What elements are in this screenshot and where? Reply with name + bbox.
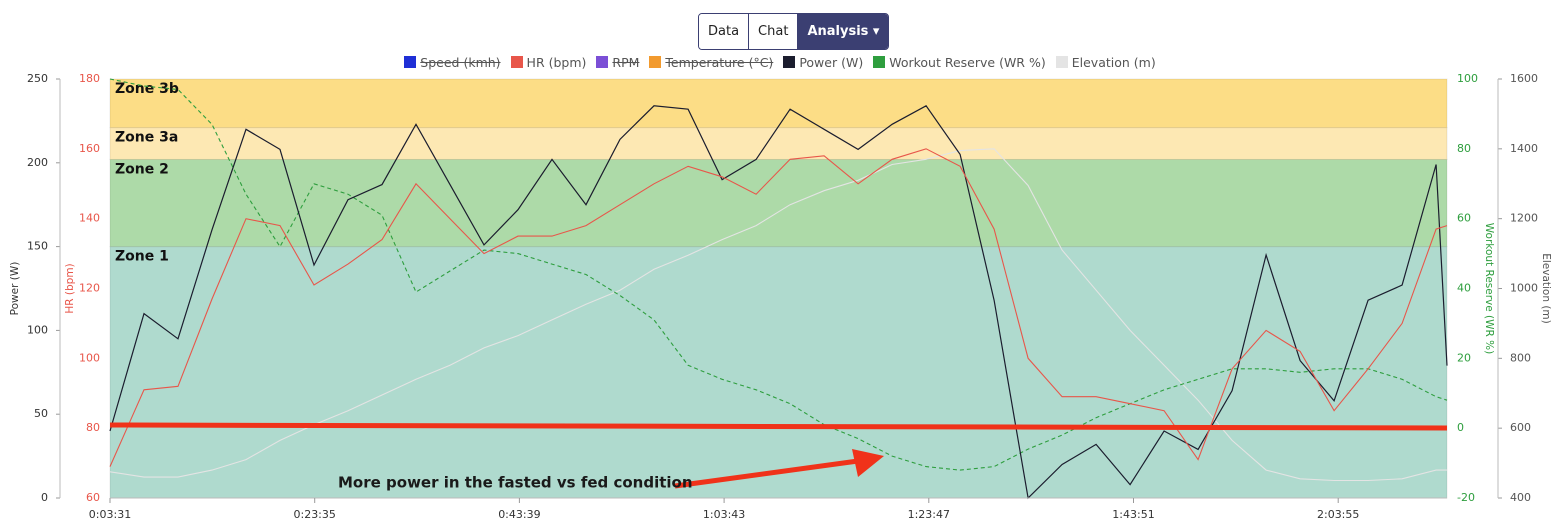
tick-label: 160 bbox=[79, 142, 100, 155]
zone-band bbox=[109, 246, 1448, 499]
zone-band bbox=[109, 78, 1448, 129]
tick-label: 20 bbox=[1457, 351, 1471, 364]
legend-label: RPM bbox=[612, 54, 640, 70]
tick-label: 1600 bbox=[1510, 72, 1538, 85]
tick-label: 400 bbox=[1510, 491, 1531, 504]
legend-swatch bbox=[873, 56, 886, 68]
legend-label: HR (bpm) bbox=[526, 54, 587, 70]
legend-item[interactable]: Workout Reserve (WR %) bbox=[873, 53, 1046, 71]
tick-label: 60 bbox=[86, 491, 100, 504]
tick-label: 150 bbox=[27, 240, 48, 253]
x-tick-label: 0:23:35 bbox=[293, 508, 335, 521]
legend: Speed (kmh) HR (bpm) RPM Temperature (°C) Po… bbox=[0, 53, 1560, 71]
tick-label: 200 bbox=[27, 156, 48, 169]
legend-swatch bbox=[1055, 56, 1068, 68]
x-tick-label: 1:03:43 bbox=[703, 508, 745, 521]
tick-label: -20 bbox=[1457, 491, 1475, 504]
analysis-button[interactable]: Analysis ▾ bbox=[798, 14, 889, 49]
arrow-head bbox=[852, 449, 884, 477]
legend-item[interactable]: Speed (kmh) bbox=[404, 53, 501, 71]
annotation-line bbox=[109, 422, 1448, 431]
view-toggle: Data Chat Analysis ▾ bbox=[698, 13, 890, 50]
zone-label: Zone 2 bbox=[115, 161, 169, 177]
series-line bbox=[109, 148, 1448, 467]
zone-label: Zone 1 bbox=[115, 249, 169, 265]
tick-label: 100 bbox=[1457, 72, 1478, 85]
tick-label: 1000 bbox=[1510, 282, 1538, 295]
tick-label: 600 bbox=[1510, 421, 1531, 434]
axis-title: HR (bpm) bbox=[64, 263, 76, 313]
axis-title: Elevation (m) bbox=[1540, 253, 1552, 324]
tick-label: 0 bbox=[1457, 421, 1464, 434]
x-tick-label: 1:23:47 bbox=[908, 508, 950, 521]
tick-label: 140 bbox=[79, 212, 100, 225]
x-tick-label: 2:03:55 bbox=[1317, 508, 1359, 521]
legend-label: Temperature (°C) bbox=[665, 54, 774, 70]
legend-item[interactable]: RPM bbox=[596, 53, 639, 71]
tick-label: 0 bbox=[41, 491, 48, 504]
legend-label: Speed (kmh) bbox=[420, 54, 501, 70]
legend-swatch bbox=[649, 56, 662, 68]
data-button[interactable]: Data bbox=[699, 14, 750, 49]
zone-band bbox=[109, 127, 1448, 160]
tick-label: 1400 bbox=[1510, 142, 1538, 155]
chat-button[interactable]: Chat bbox=[749, 14, 799, 49]
tick-label: 50 bbox=[34, 407, 48, 420]
legend-swatch bbox=[510, 56, 523, 68]
axis-title: Power (W) bbox=[9, 262, 21, 316]
x-tick-label: 1:43:51 bbox=[1112, 508, 1154, 521]
tick-label: 100 bbox=[79, 351, 100, 364]
legend-swatch bbox=[783, 56, 796, 68]
x-tick-label: 0:03:31 bbox=[89, 508, 131, 521]
legend-item[interactable]: Temperature (°C) bbox=[649, 53, 773, 71]
tick-label: 250 bbox=[27, 72, 48, 85]
legend-item[interactable]: HR (bpm) bbox=[510, 53, 587, 71]
zone-band bbox=[109, 158, 1448, 248]
legend-item[interactable]: Power (W) bbox=[783, 53, 863, 71]
zone-label: Zone 3a bbox=[115, 130, 178, 146]
legend-label: Workout Reserve (WR %) bbox=[889, 54, 1046, 70]
series-line bbox=[109, 105, 1448, 500]
legend-label: Power (W) bbox=[799, 54, 864, 70]
annotation-text: More power in the fasted vs fed conditio… bbox=[338, 474, 693, 492]
legend-label: Elevation (m) bbox=[1071, 54, 1156, 70]
tick-label: 1200 bbox=[1510, 212, 1538, 225]
series-line bbox=[109, 148, 1447, 482]
tick-label: 40 bbox=[1457, 282, 1471, 295]
legend-swatch bbox=[404, 56, 417, 68]
x-tick-label: 0:43:39 bbox=[498, 508, 540, 521]
tick-label: 800 bbox=[1510, 351, 1531, 364]
analysis-label: Analysis bbox=[807, 24, 869, 39]
series-line bbox=[109, 78, 1448, 471]
tick-label: 80 bbox=[86, 421, 100, 434]
annotation-arrow bbox=[674, 458, 859, 489]
legend-swatch bbox=[596, 56, 609, 68]
legend-item[interactable]: Elevation (m) bbox=[1055, 53, 1156, 71]
tick-label: 60 bbox=[1457, 212, 1471, 225]
tick-label: 120 bbox=[79, 282, 100, 295]
tick-label: 80 bbox=[1457, 142, 1471, 155]
tick-label: 100 bbox=[27, 323, 48, 336]
zone-label: Zone 3b bbox=[115, 81, 179, 97]
tick-label: 180 bbox=[79, 72, 100, 85]
axis-title: Workout Reserve (WR %) bbox=[1483, 223, 1495, 354]
